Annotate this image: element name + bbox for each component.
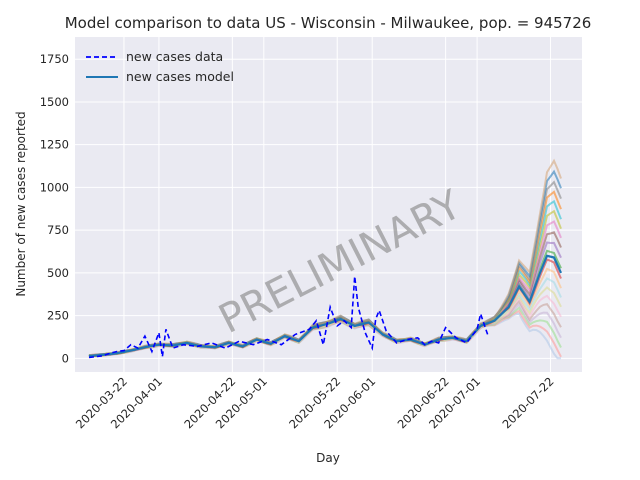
y-tick-label: 750 (47, 223, 69, 237)
y-tick-label: 500 (47, 266, 69, 280)
x-tick-label: 2020-07-22 (499, 374, 556, 431)
legend-data-label: new cases data (126, 49, 223, 64)
y-ticks: 0 250 500 750 1000 1250 1500 1750 (40, 52, 69, 365)
chart-title: Model comparison to data US - Wisconsin … (65, 14, 592, 32)
y-axis-label: Number of new cases reported (14, 111, 28, 296)
model-ensemble-line (88, 158, 562, 357)
y-tick-label: 0 (62, 351, 69, 365)
y-tick-label: 1750 (40, 52, 69, 66)
y-tick-label: 1000 (40, 180, 69, 194)
y-tick-label: 250 (47, 309, 69, 323)
series-line-new-cases-data (88, 276, 489, 359)
legend-model-label: new cases model (126, 69, 234, 84)
legend: new cases data new cases model (86, 49, 234, 84)
series-line-new-cases-model (88, 254, 563, 357)
series-lines (88, 254, 563, 359)
y-tick-label: 1500 (40, 95, 69, 109)
x-axis-label: Day (316, 451, 340, 465)
y-tick-label: 1250 (40, 138, 69, 152)
